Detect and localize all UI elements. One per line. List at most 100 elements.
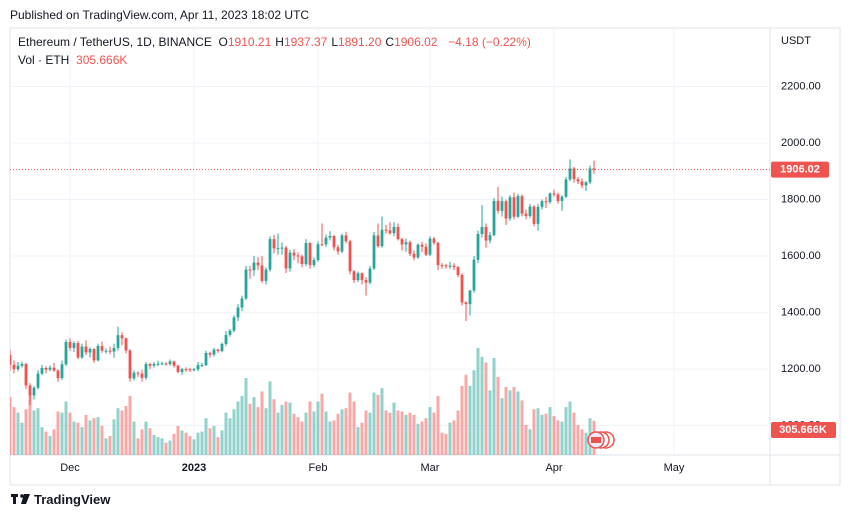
volume-bar bbox=[204, 418, 208, 455]
x-tick-label: Apr bbox=[545, 462, 562, 474]
volume-bar bbox=[492, 358, 496, 455]
x-tick-label: Feb bbox=[309, 462, 328, 474]
volume-bar bbox=[196, 432, 200, 455]
candle-body bbox=[356, 273, 360, 281]
volume-bar bbox=[52, 429, 56, 455]
volume-bar bbox=[16, 412, 20, 455]
candle-body bbox=[160, 363, 164, 365]
candle-body bbox=[36, 373, 40, 388]
volume-bar bbox=[284, 401, 288, 455]
candle-body bbox=[576, 179, 580, 182]
candle-body bbox=[428, 238, 432, 255]
candle-body bbox=[464, 302, 468, 305]
volume-bar bbox=[112, 419, 116, 455]
candle-body bbox=[164, 363, 168, 365]
candle-body bbox=[480, 226, 484, 235]
candle-body bbox=[588, 168, 592, 183]
candle-body bbox=[168, 361, 172, 365]
candle-body bbox=[152, 364, 156, 366]
candle-body bbox=[120, 335, 124, 339]
candle-body bbox=[320, 244, 324, 246]
candle-body bbox=[252, 262, 256, 271]
candle-body bbox=[536, 206, 540, 224]
candle-body bbox=[88, 349, 92, 353]
volume-bar bbox=[224, 412, 228, 455]
candle-body bbox=[176, 365, 180, 372]
volume-bar bbox=[148, 428, 152, 455]
volume-bar bbox=[416, 423, 420, 455]
candle-body bbox=[388, 230, 392, 234]
volume-bar bbox=[104, 438, 108, 455]
field-value: 1906.02 bbox=[394, 35, 438, 49]
candle-body bbox=[116, 335, 120, 348]
volume-bar bbox=[444, 433, 448, 455]
volume-bar bbox=[176, 426, 180, 455]
volume-pane bbox=[10, 348, 596, 455]
field-name: H bbox=[275, 35, 284, 49]
volume-bar bbox=[496, 376, 500, 455]
candle-body bbox=[108, 350, 112, 352]
candle-body bbox=[10, 354, 12, 365]
currency: USDT bbox=[781, 35, 811, 47]
y-tick-label: 1200.00 bbox=[781, 363, 821, 375]
volume-bar bbox=[368, 412, 372, 455]
candle-body bbox=[436, 242, 440, 266]
x-tick-label: Dec bbox=[60, 462, 80, 474]
candle-body bbox=[452, 265, 456, 268]
candle-body bbox=[28, 385, 32, 396]
candle-body bbox=[232, 317, 236, 331]
candle-body bbox=[516, 196, 520, 217]
candle-body bbox=[528, 206, 532, 216]
candle-body bbox=[300, 256, 304, 264]
candle-body bbox=[396, 226, 400, 240]
volume-bar bbox=[84, 414, 88, 455]
candle-body bbox=[328, 235, 332, 238]
volume-bar bbox=[580, 429, 584, 455]
volume-bar bbox=[116, 408, 120, 455]
volume-bar bbox=[144, 421, 148, 455]
candle-body bbox=[100, 345, 104, 351]
volume-bar bbox=[240, 395, 244, 455]
volume-bar bbox=[48, 436, 52, 455]
candle-body bbox=[568, 168, 572, 180]
candle-body bbox=[380, 229, 384, 247]
ohlc: O1910.21 H1937.37 L1891.20 C1906.02 bbox=[219, 35, 442, 49]
candle-body bbox=[68, 341, 72, 348]
candle-body bbox=[584, 182, 588, 186]
candle-body bbox=[284, 247, 288, 269]
candle-body bbox=[248, 269, 252, 271]
candle-body bbox=[292, 252, 296, 256]
candle-body bbox=[296, 255, 300, 257]
volume-bar bbox=[508, 390, 512, 455]
candle-body bbox=[592, 168, 596, 170]
volume-bar bbox=[232, 409, 236, 455]
volume-bar bbox=[388, 412, 392, 455]
candle-body bbox=[524, 213, 528, 216]
y-tick-label: 1400.00 bbox=[781, 306, 821, 318]
volume-bar bbox=[328, 421, 332, 455]
volume-bar bbox=[452, 420, 456, 455]
candle-body bbox=[272, 239, 276, 249]
candle-body bbox=[476, 234, 480, 260]
volume-bar bbox=[348, 392, 352, 455]
candle-body bbox=[12, 364, 16, 370]
candle-body bbox=[488, 235, 492, 241]
volume-bar bbox=[96, 417, 100, 455]
volume-bar bbox=[376, 394, 380, 455]
volume-bar bbox=[480, 356, 484, 455]
volume-bar bbox=[404, 414, 408, 455]
candle-body bbox=[416, 244, 420, 258]
volume-bar bbox=[56, 411, 60, 455]
volume-bar bbox=[372, 392, 376, 455]
candle-body bbox=[400, 239, 404, 245]
candle-body bbox=[412, 253, 416, 258]
candle-body bbox=[376, 235, 380, 247]
volume-bar bbox=[468, 385, 472, 455]
candle-body bbox=[492, 200, 496, 236]
volume-bar bbox=[312, 411, 316, 455]
volume-box-label: 305.666K bbox=[779, 424, 827, 436]
volume-bar bbox=[380, 388, 384, 455]
candle-body bbox=[80, 346, 84, 358]
candle-body bbox=[404, 242, 408, 245]
candle-body bbox=[348, 241, 352, 272]
